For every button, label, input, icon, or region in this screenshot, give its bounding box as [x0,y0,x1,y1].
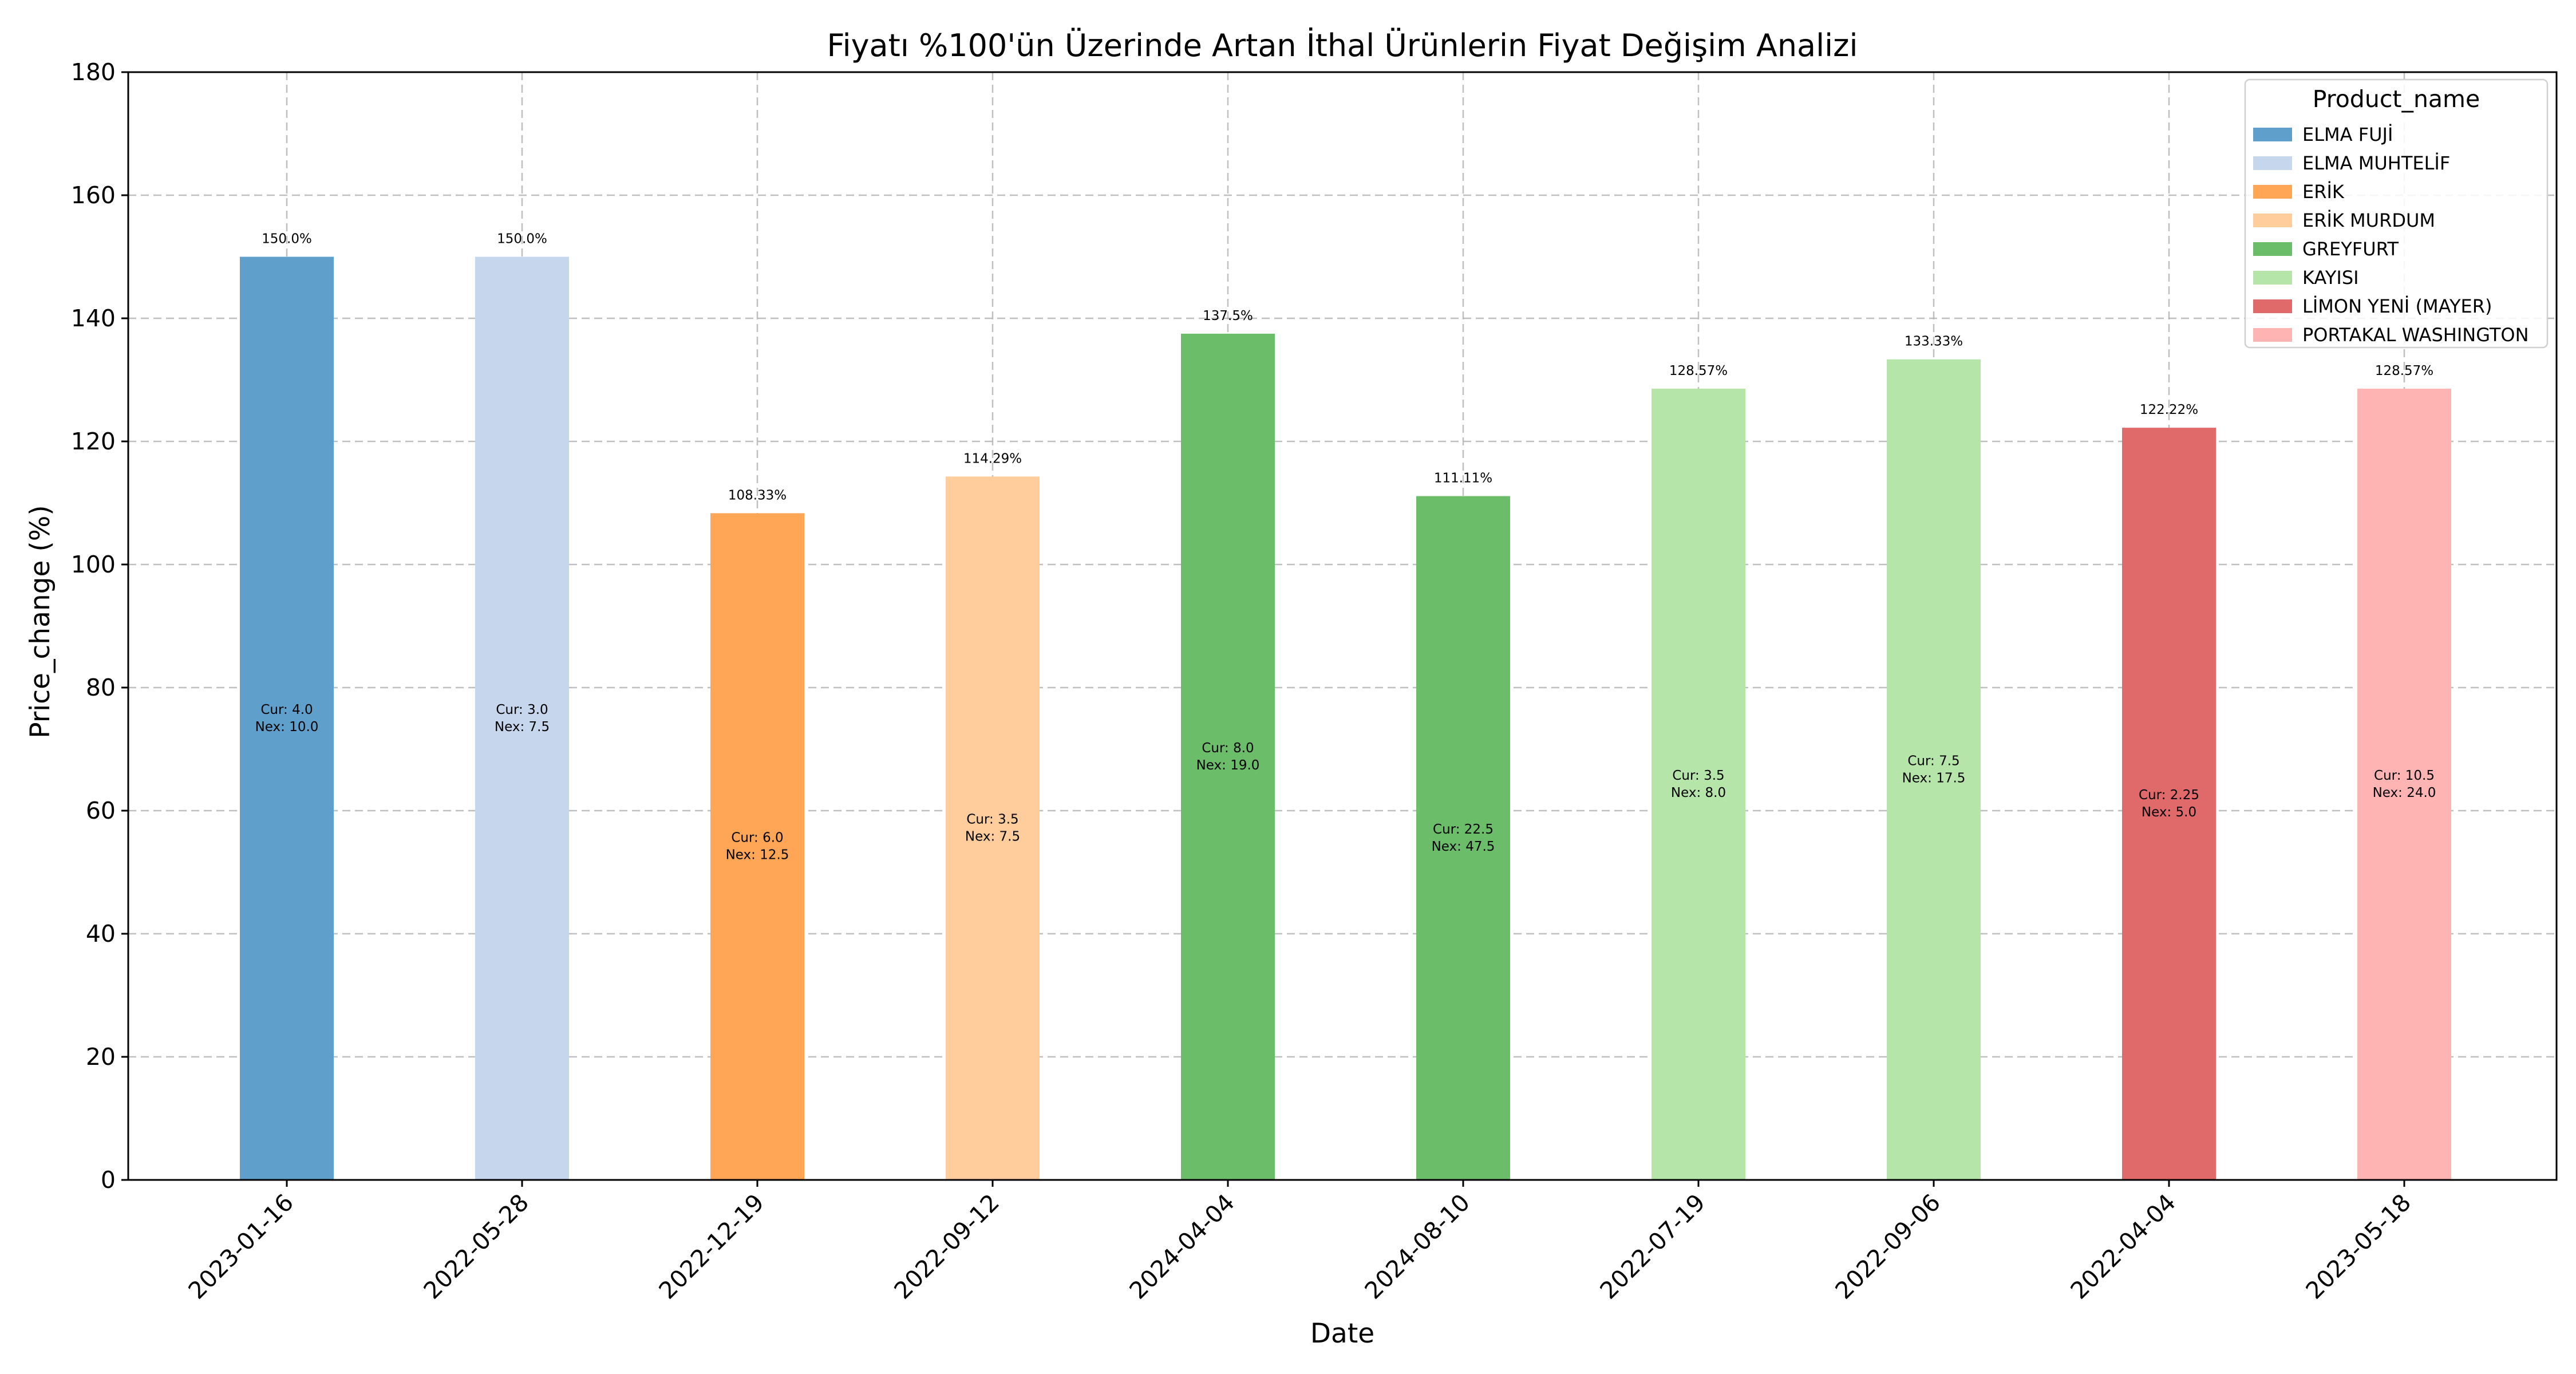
y-axis-label: Price_change (%) [25,505,56,738]
y-tick-label: 40 [86,920,116,947]
y-tick-label: 140 [71,305,116,332]
bar-cur-label: Cur: 4.0 [260,702,313,717]
bar [1416,496,1510,1180]
x-tick-label: 2022-07-19 [1595,1189,1710,1304]
x-tick-label: 2024-04-04 [1124,1189,1240,1304]
legend-box [2244,78,2549,349]
x-tick-label: 2023-01-16 [183,1189,299,1304]
y-tick-label: 20 [86,1043,116,1071]
legend-entry-label: ELMA FUJİ [2302,124,2393,145]
bar-nex-label: Nex: 47.5 [1432,839,1495,854]
legend-title: Product_name [2313,85,2480,113]
legend-entry-label: KAYISI [2302,267,2359,289]
y-tick-label: 100 [71,551,116,578]
legend-swatch [2253,299,2292,313]
y-tick-label: 160 [71,181,116,209]
bar-percent-label: 122.22% [2140,402,2198,417]
y-tick-label: 0 [101,1166,116,1194]
legend-entry-label: PORTAKAL WASHINGTON [2302,324,2529,346]
bar [1652,388,1745,1180]
bar-percent-label: 133.33% [1905,334,1963,349]
bar [946,476,1040,1180]
bar-layer: 150.0% Cur: 4.0 Nex: 10.0 150.0% Cur: 3.0 Nex… [240,232,2451,1180]
bar-percent-label: 128.57% [2375,364,2433,378]
legend-swatch [2253,328,2292,342]
x-tick-label: 2022-09-12 [889,1189,1005,1304]
bar-cur-label: Cur: 8.0 [1202,741,1254,756]
bar-nex-label: Nex: 5.0 [2142,805,2196,820]
bar [475,256,569,1180]
legend-entry-label: ELMA MUHTELİF [2302,152,2450,174]
legend: Product_name ELMA FUJİ ELMA MUHTELİF ERİK ER… [2244,78,2549,349]
bar-cur-label: Cur: 6.0 [731,831,783,846]
chart-title: Fiyatı %100'ün Üzerinde Artan İthal Ürün… [827,27,1858,64]
x-tick-label: 2022-05-28 [418,1189,534,1304]
legend-entry-label: LİMON YENİ (MAYER) [2302,295,2492,317]
bar-nex-label: Nex: 12.5 [726,848,789,863]
x-tick-label: 2022-04-04 [2065,1189,2181,1304]
legend-entry-label: GREYFURT [2302,238,2399,260]
bar-cur-label: Cur: 7.5 [1907,753,1959,768]
bar-nex-label: Nex: 8.0 [1671,785,1726,800]
y-tick-label: 180 [71,58,116,86]
bar-cur-label: Cur: 22.5 [1433,822,1494,837]
bar [240,256,334,1180]
bar [2122,428,2216,1180]
x-tick-label: 2022-12-19 [654,1189,769,1304]
bar-percent-label: 114.29% [963,451,1022,466]
legend-swatch [2253,128,2292,141]
bar-nex-label: Nex: 17.5 [1902,771,1966,785]
legend-entry-label: ERİK MURDUM [2302,210,2435,231]
bar-cur-label: Cur: 3.5 [966,812,1018,827]
bar-cur-label: Cur: 3.0 [496,702,548,717]
bar-percent-label: 111.11% [1434,471,1492,486]
y-tick-label: 80 [86,674,116,701]
x-tick-label: 2024-08-10 [1360,1189,1475,1304]
bar-nex-label: Nex: 19.0 [1196,758,1260,773]
bar-percent-label: 137.5% [1203,309,1253,323]
x-axis-label: Date [1310,1318,1374,1349]
y-tick-label: 120 [71,428,116,455]
bar-percent-label: 128.57% [1669,364,1728,378]
bar-nex-label: Nex: 7.5 [495,720,550,735]
bar-cur-label: Cur: 3.5 [1672,768,1724,783]
plot-frame [127,71,2558,1181]
legend-entry-label: ERİK [2302,181,2345,203]
bar-percent-label: 150.0% [497,232,547,247]
bar [2357,388,2451,1180]
bar-percent-label: 108.33% [728,488,787,503]
bar-nex-label: Nex: 24.0 [2373,785,2436,800]
bar [710,513,804,1180]
legend-swatch [2253,185,2292,199]
y-tick-label: 60 [86,797,116,824]
x-tick-label: 2022-09-06 [1830,1189,1946,1304]
bar-cur-label: Cur: 10.5 [2374,768,2435,783]
legend-swatch [2253,156,2292,170]
bar-nex-label: Nex: 7.5 [965,830,1020,844]
x-tick-label: 2023-05-18 [2301,1189,2416,1304]
bar-nex-label: Nex: 10.0 [255,720,319,735]
bar [1887,359,1981,1180]
bar [1181,333,1275,1180]
legend-swatch [2253,242,2292,256]
bar-percent-label: 150.0% [262,232,312,247]
bar-cur-label: Cur: 2.25 [2139,788,2199,803]
legend-swatch [2253,214,2292,227]
legend-swatch [2253,271,2292,285]
